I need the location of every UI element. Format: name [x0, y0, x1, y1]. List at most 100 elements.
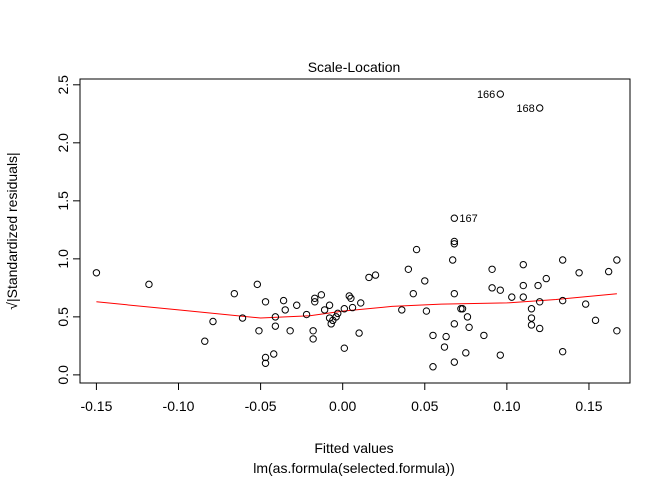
x-axis: -0.15 -0.10 -0.05 0.00 0.05 0.10 0.15	[80, 382, 603, 414]
data-point	[253, 280, 262, 289]
data-point	[463, 313, 472, 321]
data-point	[536, 324, 544, 333]
data-point	[270, 350, 278, 358]
data-point	[317, 291, 326, 299]
x-axis-subtitle: lm(as.formula(selected.formula))	[253, 460, 455, 476]
smooth-line	[96, 293, 617, 319]
data-point	[519, 293, 527, 301]
data-point	[293, 301, 301, 309]
smooth-line-path	[96, 293, 617, 319]
data-point	[519, 281, 527, 290]
y-tick-label: 2.5	[55, 75, 71, 95]
data-point	[450, 320, 459, 328]
data-point	[309, 335, 317, 343]
data-point	[450, 289, 459, 298]
data-point	[340, 305, 349, 313]
point-label-166: 166	[477, 89, 495, 101]
data-point	[261, 359, 270, 367]
data-point	[271, 322, 280, 330]
data-point	[604, 267, 613, 276]
data-point	[320, 306, 329, 314]
data-point	[355, 329, 363, 337]
data-point	[488, 284, 496, 292]
data-point	[412, 245, 421, 254]
data-point	[357, 299, 365, 307]
data-point	[398, 306, 406, 314]
data-point	[558, 256, 567, 264]
data-point	[575, 269, 583, 277]
data-point	[347, 294, 355, 302]
data-point	[488, 265, 496, 273]
y-axis: 0.0 0.5 1.0 1.5 2.0 2.5	[55, 75, 81, 385]
data-point	[536, 298, 544, 306]
data-point	[281, 306, 289, 314]
data-point	[508, 293, 516, 301]
data-point	[429, 331, 437, 340]
point-label-167: 167	[459, 213, 477, 225]
x-tick-label: 0.00	[329, 398, 356, 414]
data-point	[238, 314, 247, 322]
data-point	[327, 320, 335, 328]
data-point	[440, 343, 449, 351]
data-point	[496, 351, 504, 359]
data-point	[201, 337, 209, 345]
y-tick-label: 1.0	[55, 249, 71, 269]
data-point	[536, 104, 544, 112]
data-point	[613, 256, 621, 264]
point-label-168: 168	[516, 103, 534, 115]
y-tick-label: 2.0	[55, 133, 71, 153]
data-point	[409, 289, 417, 298]
data-point	[448, 256, 457, 264]
data-point	[371, 271, 380, 279]
data-point	[230, 289, 239, 298]
point-labels: 167 166 168	[459, 89, 534, 225]
data-point	[365, 273, 373, 282]
data-point	[558, 347, 567, 356]
data-point	[345, 292, 353, 300]
y-axis-title: √|Standardized residuals|	[4, 152, 20, 309]
x-tick-label: 0.10	[493, 398, 520, 414]
data-point	[302, 310, 311, 319]
y-tick-label: 0.5	[55, 307, 71, 327]
x-tick-label: 0.15	[575, 398, 602, 414]
data-point	[145, 280, 153, 289]
data-point	[450, 240, 459, 248]
data-point	[325, 301, 334, 309]
data-points	[92, 90, 621, 371]
data-point	[496, 90, 504, 98]
data-point	[527, 321, 536, 329]
data-point	[271, 313, 280, 321]
data-point	[332, 313, 340, 321]
data-point	[534, 281, 542, 290]
x-tick-label: 0.05	[411, 398, 438, 414]
data-point	[429, 363, 437, 371]
data-point	[558, 296, 567, 305]
data-point	[311, 298, 319, 306]
data-point	[348, 303, 357, 312]
data-point	[286, 327, 294, 335]
data-point	[404, 265, 413, 273]
data-point	[92, 269, 101, 277]
x-axis-title: Fitted values	[314, 440, 393, 456]
data-point	[581, 300, 590, 308]
x-tick-label: -0.15	[80, 398, 112, 414]
data-point	[450, 358, 459, 366]
data-point	[261, 353, 270, 362]
data-point	[527, 314, 536, 322]
data-point	[334, 309, 342, 318]
data-point	[421, 277, 429, 285]
data-point	[340, 344, 349, 352]
data-point	[422, 307, 431, 315]
x-tick-label: -0.10	[163, 398, 195, 414]
data-point	[209, 317, 217, 326]
data-point	[450, 237, 459, 246]
data-point	[519, 260, 527, 269]
data-point	[527, 305, 536, 313]
data-point	[613, 327, 621, 335]
y-tick-label: 0.0	[55, 365, 71, 385]
data-point	[542, 274, 550, 283]
data-point	[450, 214, 459, 222]
y-tick-label: 1.5	[55, 191, 71, 211]
data-point	[458, 305, 467, 313]
